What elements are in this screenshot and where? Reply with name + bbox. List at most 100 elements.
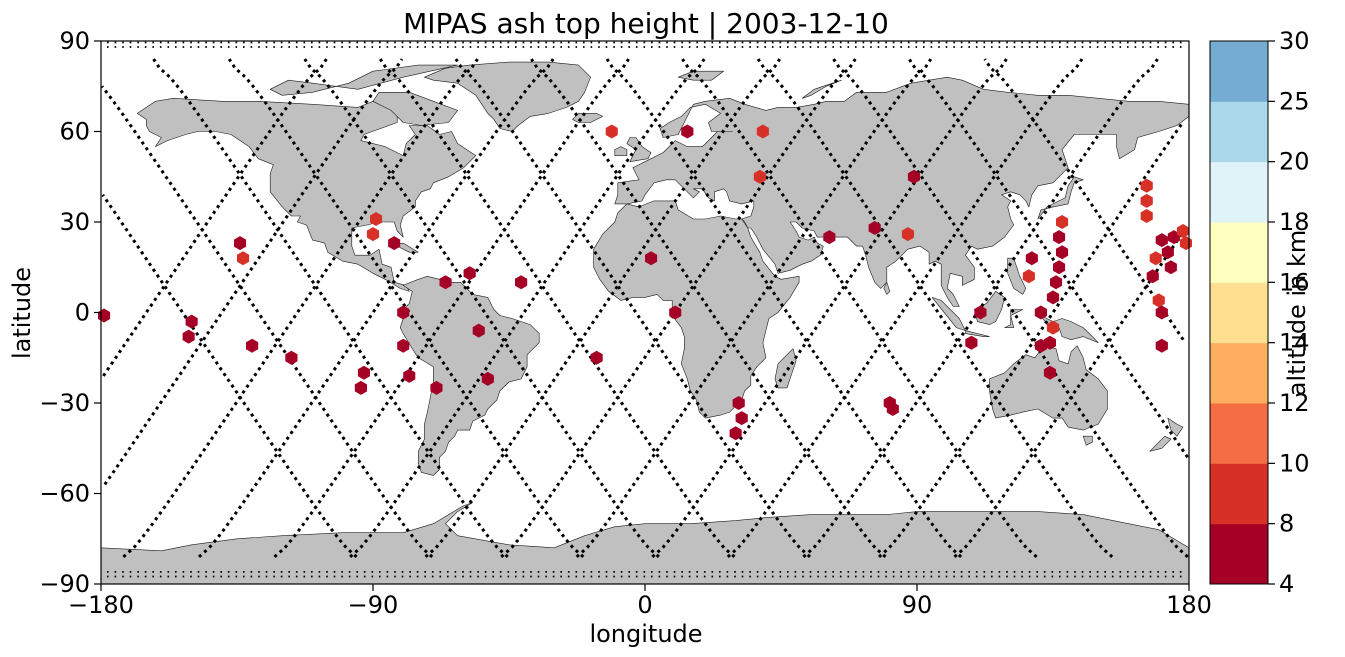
colorbar-tick-label-9: 30 [1279,27,1310,55]
ash-point-47 [1050,275,1063,290]
ash-point-59 [1155,338,1168,353]
ash-point-25 [681,124,694,139]
track-12-d [907,58,1189,459]
y-tick-label-5: 60 [59,118,90,146]
ash-point-23 [645,251,658,266]
track-3-d [227,58,585,559]
ash-point-14 [403,368,416,383]
ash-point-3 [234,236,247,251]
ash-point-58 [1155,305,1168,320]
ash-point-46 [1046,290,1060,305]
ash-point-36 [907,169,920,184]
land-sri-lanka [883,282,891,295]
ash-point-2 [185,314,198,329]
track-13-a [953,230,1186,559]
ash-points [98,124,1192,441]
ash-point-39 [1022,269,1035,284]
ash-point-45 [1046,320,1060,335]
ash-point-50 [1056,245,1069,260]
land-british-isles [626,137,652,162]
track-8-d [605,58,963,559]
y-tick-label-0: −90 [39,570,90,598]
ash-point-15 [430,380,443,395]
land-new-zealand-s [1149,435,1172,452]
ash-point-7 [354,380,367,395]
y-tick-label-3: 0 [75,299,90,327]
ash-point-4 [237,251,250,266]
colorbar-tick-label-8: 25 [1279,87,1310,115]
land-antarctica [100,502,1190,585]
x-tick-label-3: 90 [902,591,933,619]
land-java [965,330,990,337]
track-7-a [500,58,857,559]
x-axis-ticks: −180 −90 0 90 180 [68,584,1212,619]
ash-point-60 [1155,233,1168,248]
colorbar-segment-4 [1210,282,1268,344]
ash-point-56 [1149,251,1162,266]
x-tick-label-4: 180 [1166,591,1212,619]
satellite-tracks [100,41,1189,578]
ash-point-31 [823,230,836,245]
ash-point-37 [974,305,987,320]
ash-point-22 [605,124,618,139]
colorbar-tick-label-1: 8 [1279,510,1294,538]
track-12-a [878,121,1184,559]
land-ireland [614,146,628,156]
land-new-zealand-n [1167,417,1184,437]
colorbar-tick-label-3: 12 [1279,389,1310,417]
colorbar-segment-5 [1210,222,1268,283]
colorbar-segment-3 [1210,342,1268,404]
ash-point-32 [868,221,881,235]
ash-point-30 [756,124,769,139]
ash-point-64 [1176,224,1189,238]
ash-point-40 [1025,251,1038,266]
ash-point-53 [1140,193,1153,208]
ash-point-54 [1140,209,1153,223]
track-5-d [379,58,736,559]
colorbar-segment-8 [1210,41,1268,102]
track-6-d [454,58,811,559]
land-tasmania [1082,435,1093,446]
ash-point-34 [886,402,899,416]
ash-point-38 [965,335,978,350]
track-2-d [152,58,509,559]
ash-point-13 [397,338,410,353]
ash-point-29 [753,169,766,184]
colorbar-tick-label-4: 14 [1279,329,1310,357]
ash-point-11 [388,236,401,251]
colorbar-tick-label-0: 4 [1279,570,1294,598]
track-10-a [726,58,1084,559]
ash-point-12 [397,305,410,320]
y-tick-label-4: 30 [59,208,90,236]
track-11-d [832,58,1189,559]
colorbar-frame [1209,40,1269,585]
ash-point-10 [370,212,383,226]
x-tick-label-0: −180 [68,591,134,619]
ash-point-49 [1053,230,1066,245]
track-8-a [575,58,933,559]
colorbar-segment-6 [1210,161,1268,223]
ash-point-21 [590,350,603,365]
colorbar-label: altitude in km [1283,230,1311,397]
ash-point-27 [735,411,748,426]
land-japan [1037,176,1084,220]
map-plot-area [98,40,1192,585]
colorbar-tick-label-2: 10 [1279,449,1310,477]
colorbar-segment-1 [1210,463,1268,525]
track-0-a [102,58,328,377]
y-tick-label-2: −30 [39,389,90,417]
ash-point-5 [246,338,259,353]
land-baffin [372,92,458,126]
track-11-a [802,58,1159,559]
track-5-a [349,58,706,559]
track-9-a [651,58,1008,559]
ash-point-61 [1161,245,1174,260]
ash-point-26 [732,396,745,410]
ash-point-24 [669,305,682,320]
track-1-a [103,58,404,486]
colorbar-segment-7 [1210,101,1268,163]
colorbar-segment-0 [1210,523,1268,585]
track-9-d [681,58,1038,559]
ash-point-20 [515,275,528,290]
